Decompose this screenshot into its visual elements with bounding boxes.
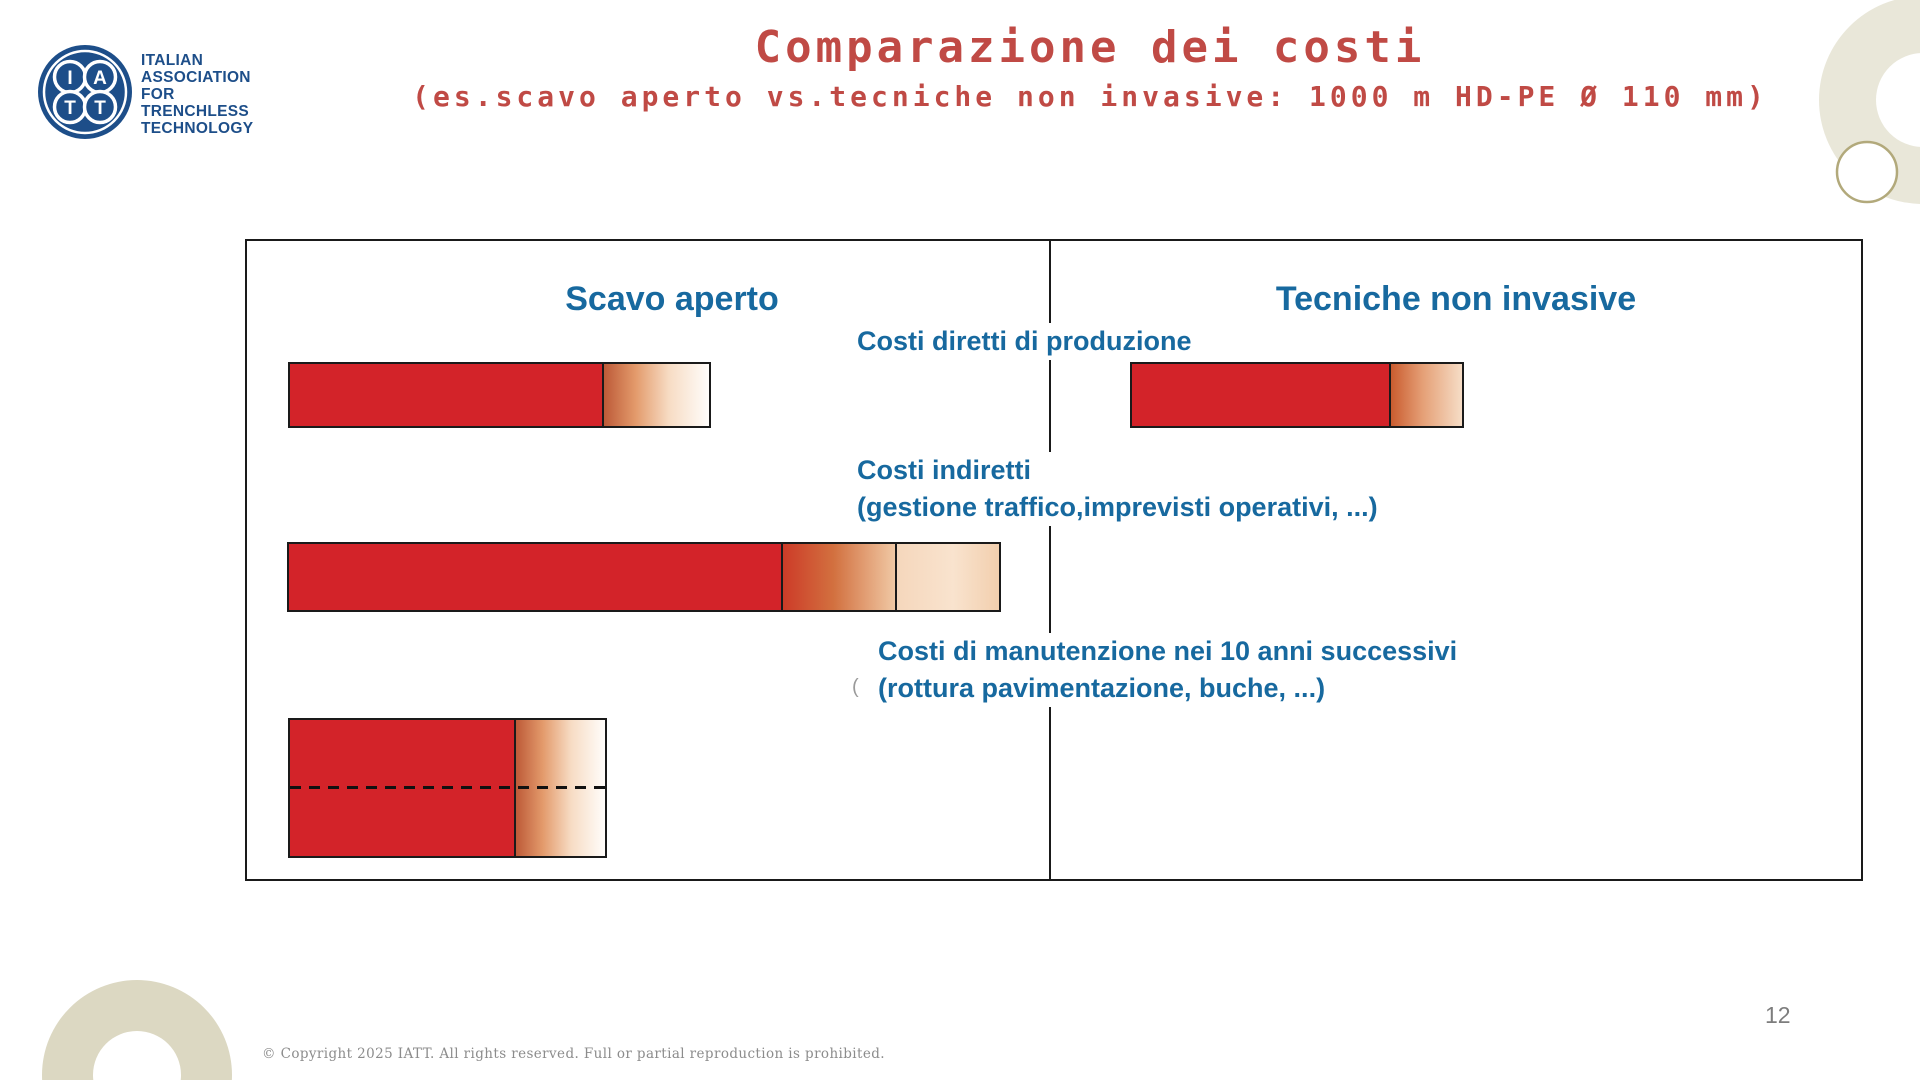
bar-costi-manutenzione-scavo-aperto xyxy=(288,718,607,858)
bar-costi-diretti-scavo-aperto xyxy=(288,362,711,428)
bar-segment-fade-mid xyxy=(781,544,895,610)
decor-circle-outline xyxy=(1835,140,1899,204)
column-divider-line xyxy=(1049,241,1051,879)
slide-title: Comparazione dei costi xyxy=(754,22,1426,73)
bar-segment-peach-flat xyxy=(895,544,999,610)
iatt-logo: I A T T ITALIAN ASSOCIATION FOR TRENCHLE… xyxy=(37,44,253,140)
decor-ring-hole xyxy=(93,1031,181,1080)
label-line: (rottura pavimentazione, buche, ...) xyxy=(878,673,1326,703)
logo-letter: T xyxy=(94,98,106,119)
decor-ring-hole xyxy=(1876,53,1920,147)
copyright-notice: © Copyright 2025 IATT. All rights reserv… xyxy=(262,1046,885,1062)
logo-letter: T xyxy=(64,98,76,119)
iatt-logo-badge-icon: I A T T xyxy=(38,45,132,139)
logo-org-line: ITALIAN xyxy=(141,52,204,69)
label-costi-diretti: Costi diretti di produzione xyxy=(851,323,1198,360)
logo-org-line: ASSOCIATION xyxy=(141,69,251,86)
bar-segment-red xyxy=(289,544,781,610)
logo-letter: A xyxy=(93,68,107,89)
bar-costi-diretti-tecniche-non-invasive xyxy=(1130,362,1464,428)
label-line: Costi di manutenzione nei 10 anni succes… xyxy=(878,636,1458,666)
logo-org-line: FOR xyxy=(141,86,175,103)
dashed-midline xyxy=(290,786,605,789)
logo-org-name: ITALIAN ASSOCIATION FOR TRENCHLESS TECHN… xyxy=(141,52,253,137)
label-line: (gestione traffico,imprevisti operativi,… xyxy=(857,492,1378,522)
logo-letter: I xyxy=(67,68,72,89)
logo-org-line: TRENCHLESS xyxy=(141,103,250,120)
decor-top-right xyxy=(1819,0,1920,204)
column-header-scavo-aperto: Scavo aperto xyxy=(565,280,779,318)
slide-subtitle: (es.scavo aperto vs.tecniche non invasiv… xyxy=(412,80,1768,113)
decor-ring-outer xyxy=(1819,0,1920,204)
column-header-tecniche-non-invasive: Tecniche non invasive xyxy=(1275,280,1637,318)
stray-parenthesis-mark: ( xyxy=(852,676,859,698)
logo-org-line: TECHNOLOGY xyxy=(141,120,254,137)
label-costi-indiretti: Costi indiretti (gestione traffico,impre… xyxy=(851,452,1384,526)
label-line: Costi indiretti xyxy=(857,455,1031,485)
bar-segment-red xyxy=(1132,364,1389,426)
bar-segment-fade-peach xyxy=(1389,364,1462,426)
page-number: 12 xyxy=(1765,1002,1791,1028)
decor-bottom-left xyxy=(42,980,232,1080)
bar-segment-red xyxy=(290,364,602,426)
bar-segment-fade-white xyxy=(602,364,709,426)
bar-costi-indiretti-scavo-aperto xyxy=(287,542,1001,612)
label-costi-manutenzione: Costi di manutenzione nei 10 anni succes… xyxy=(872,633,1464,707)
decor-ring-outer xyxy=(42,980,232,1080)
